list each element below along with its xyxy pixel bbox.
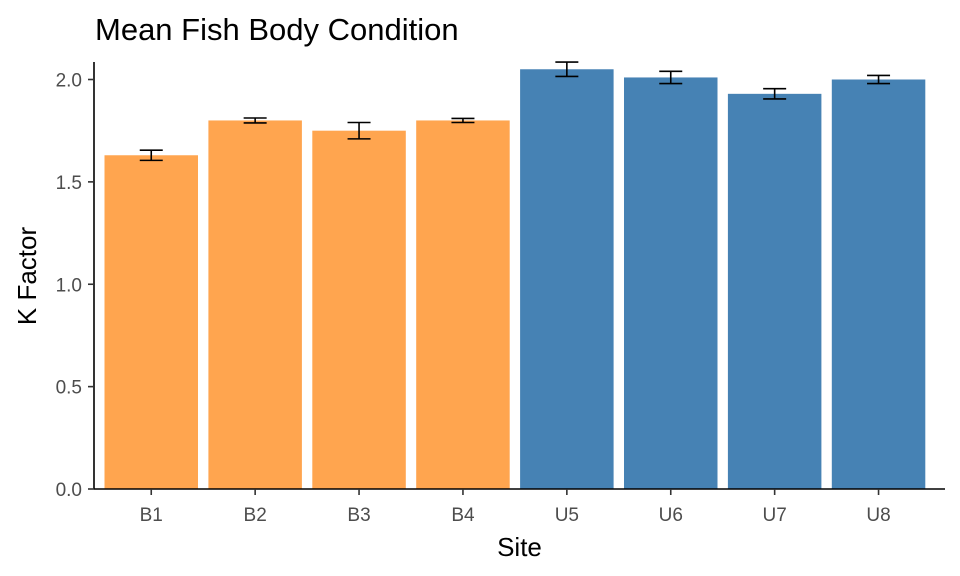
- x-tick-label-b3: B3: [347, 505, 370, 526]
- error-bar-b1: [139, 149, 163, 162]
- error-bar-u8: [867, 74, 891, 85]
- bar-u7: [727, 93, 822, 490]
- bar-u5: [520, 69, 614, 489]
- chart-title: Mean Fish Body Condition: [95, 12, 459, 47]
- x-tick-label-u5: U5: [555, 505, 579, 526]
- y-tick-label: 0.5: [56, 378, 82, 399]
- y-tick-label: 0.0: [56, 480, 82, 501]
- bar-b4: [416, 120, 510, 489]
- x-tick-label-u7: U7: [763, 505, 787, 526]
- bar-u6: [624, 77, 718, 489]
- y-tick-label: 1.5: [56, 173, 82, 194]
- bars-group: [104, 69, 926, 490]
- y-tick-label: 2.0: [56, 71, 82, 92]
- error-bar-b2: [243, 117, 267, 124]
- x-tick-label-b4: B4: [451, 505, 475, 526]
- x-tick-label-u6: U6: [659, 505, 683, 526]
- error-bars-group: [139, 61, 891, 162]
- y-tick-label: 1.0: [56, 275, 82, 296]
- bar-b3: [312, 130, 406, 489]
- error-bar-b3: [347, 121, 371, 140]
- x-ticks-group: B1 B2 B3 B4 U5 U6 U7 U8: [140, 489, 891, 526]
- error-bar-u5: [555, 61, 579, 78]
- error-bar-u6: [659, 70, 683, 85]
- bar-b2: [208, 120, 302, 489]
- x-tick-label-u8: U8: [866, 505, 890, 526]
- x-tick-label-b1: B1: [140, 505, 163, 526]
- bar-b1: [104, 155, 198, 489]
- y-ticks-group: 0.0 0.5 1.0 1.5 2.0: [56, 71, 94, 501]
- x-axis-title: Site: [497, 532, 542, 562]
- y-axis-title: K Factor: [12, 227, 42, 326]
- error-bar-b4: [451, 117, 475, 124]
- x-tick-label-b2: B2: [244, 505, 267, 526]
- bar-u8: [831, 79, 926, 489]
- error-bar-u7: [763, 87, 787, 100]
